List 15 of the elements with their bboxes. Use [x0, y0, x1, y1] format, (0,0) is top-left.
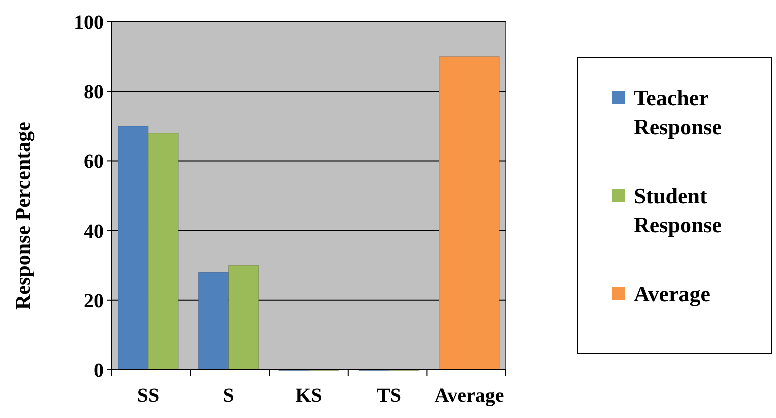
- y-tick-label: 100: [74, 12, 104, 34]
- x-tick-label: KS: [296, 385, 322, 407]
- x-tick-label: Average: [434, 385, 504, 407]
- y-tick-label: 20: [84, 290, 104, 312]
- legend-label: Student Response: [634, 184, 722, 238]
- y-tick-label: 40: [84, 220, 104, 243]
- y-tick-label: 80: [84, 82, 104, 104]
- x-tick-label: SS: [137, 385, 160, 407]
- x-tick-label: TS: [377, 385, 402, 407]
- legend-label: Teacher Response: [634, 86, 722, 140]
- legend-label: Average: [634, 282, 711, 307]
- y-tick-label: 60: [84, 151, 104, 174]
- y-tick-label: 0: [94, 360, 104, 382]
- y-axis-title: Response Percentage: [11, 122, 35, 310]
- x-tick-label: S: [223, 385, 234, 407]
